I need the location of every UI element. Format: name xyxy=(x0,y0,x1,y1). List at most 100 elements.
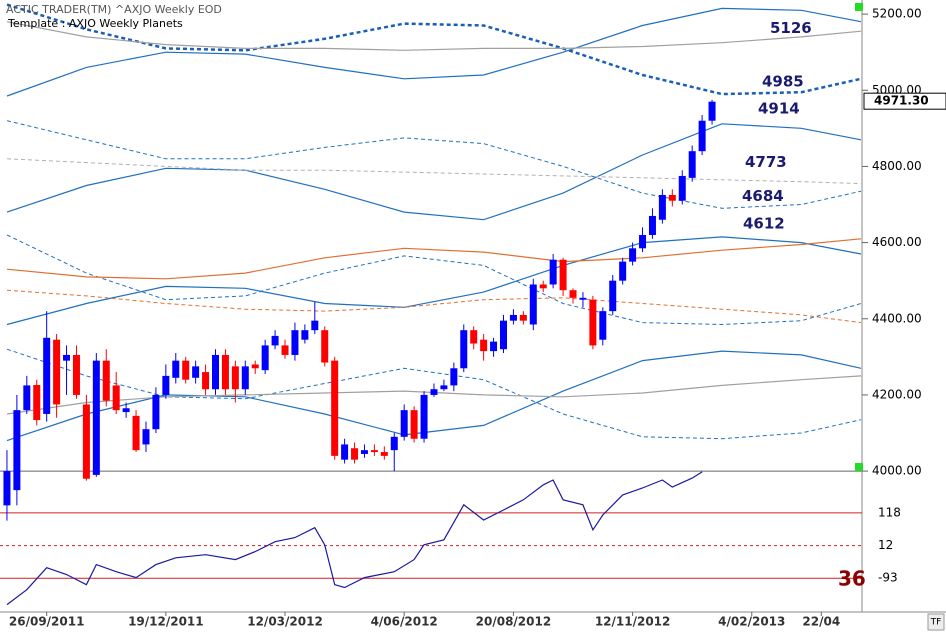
y2-tick-label: 118 xyxy=(878,505,901,519)
x-tick-label: 19/12/2011 xyxy=(128,615,204,629)
last-price-box xyxy=(863,92,946,110)
x-tick-label: 22/04 xyxy=(802,615,840,629)
candle-body xyxy=(430,389,438,395)
candle-body xyxy=(23,385,31,411)
candle-body xyxy=(450,368,458,386)
cycle-line xyxy=(6,120,862,209)
candle-body xyxy=(281,345,289,355)
candle-body xyxy=(529,284,537,325)
candle-body xyxy=(351,448,359,460)
candle-body xyxy=(370,450,378,453)
candle-body xyxy=(102,360,110,401)
candle-body xyxy=(629,248,637,262)
x-tick-label: 12/11/2012 xyxy=(595,615,671,629)
candle-body xyxy=(519,314,527,321)
candle-body xyxy=(708,101,716,121)
y-tick-label: 4800.00 xyxy=(872,159,922,173)
candle-body xyxy=(82,404,90,479)
level-label: 4773 xyxy=(745,153,787,171)
marker xyxy=(855,463,863,471)
candle-body xyxy=(221,354,229,390)
x-tick-label: 20/08/2012 xyxy=(476,615,552,629)
cycle-line xyxy=(6,236,862,326)
candle-body xyxy=(609,280,617,312)
candle-body xyxy=(192,366,200,378)
level-label: 5126 xyxy=(770,19,812,37)
x-tick-label: 4/06/2012 xyxy=(371,615,438,629)
candle-body xyxy=(291,330,299,355)
cycle-line xyxy=(6,7,862,97)
candle-body xyxy=(122,408,130,413)
candle-body xyxy=(72,354,80,395)
candle-body xyxy=(172,360,180,378)
candle-body xyxy=(569,290,577,298)
candle-body xyxy=(321,330,329,363)
level-label: 4985 xyxy=(762,72,804,90)
level-label: 4684 xyxy=(742,187,784,205)
candle-body xyxy=(152,394,160,430)
candle-body xyxy=(559,259,567,291)
y-tick-label: 4000.00 xyxy=(872,464,922,478)
indicator-value: 36 xyxy=(838,567,866,591)
candle-body xyxy=(460,330,468,369)
y2-tick-label: 12 xyxy=(878,538,893,552)
candle-body xyxy=(480,339,488,352)
candle-body xyxy=(490,341,498,352)
candle-body xyxy=(589,299,597,346)
tf-label[interactable]: TF xyxy=(930,618,942,628)
candle-body xyxy=(142,429,150,445)
candle-body xyxy=(63,354,71,361)
candle-body xyxy=(53,339,61,405)
candle-body xyxy=(539,284,547,289)
level-label: 4612 xyxy=(743,215,785,233)
marker xyxy=(855,3,863,11)
y-tick-label: 4400.00 xyxy=(872,311,922,325)
candle-body xyxy=(549,259,557,285)
candle-body xyxy=(251,364,259,369)
candle-body xyxy=(241,366,249,390)
x-tick-label: 4/02/2013 xyxy=(718,615,785,629)
candle-body xyxy=(261,345,269,371)
candle-body xyxy=(410,410,418,439)
candle-body xyxy=(668,194,676,201)
candle-body xyxy=(43,337,51,414)
candle-body xyxy=(648,215,656,235)
candle-body xyxy=(212,354,219,390)
candle-body xyxy=(658,194,666,220)
candle-body xyxy=(331,360,339,456)
y2-tick-label: -93 xyxy=(878,571,898,585)
candle-body xyxy=(499,320,507,350)
candle-body xyxy=(509,314,517,321)
header: ACTIC TRADER(TM) ^AXJO Weekly EOD xyxy=(6,3,222,16)
template-label: Template : AXJO Weekly Planets xyxy=(7,17,183,30)
candle-body xyxy=(639,234,647,249)
candle-body xyxy=(311,320,319,331)
candle-body xyxy=(231,366,239,390)
candle-body xyxy=(390,436,398,451)
candle-body xyxy=(341,444,349,460)
candle-body xyxy=(619,261,627,281)
candle-body xyxy=(33,385,41,421)
cycle-line xyxy=(6,348,862,440)
y-tick-label: 4200.00 xyxy=(872,387,922,401)
candle-body xyxy=(420,394,428,439)
x-tick-label: 26/09/2011 xyxy=(9,615,85,629)
candle-body xyxy=(132,415,140,451)
y-tick-label: 5200.00 xyxy=(872,7,922,21)
tf-box[interactable] xyxy=(927,613,945,631)
candle-body xyxy=(271,335,279,346)
cycle-line xyxy=(6,234,862,326)
candle-body xyxy=(112,385,120,411)
candle-body xyxy=(470,330,478,344)
candle-body xyxy=(162,375,170,395)
level-label: 4914 xyxy=(758,100,800,118)
candle-body xyxy=(92,360,100,475)
cycle-line xyxy=(6,158,862,185)
candle-body xyxy=(688,151,696,178)
candle-body xyxy=(3,471,11,506)
last-price: 4971.30 xyxy=(874,94,929,108)
cycle-line xyxy=(6,289,862,324)
y-tick-label: 4600.00 xyxy=(872,235,922,249)
